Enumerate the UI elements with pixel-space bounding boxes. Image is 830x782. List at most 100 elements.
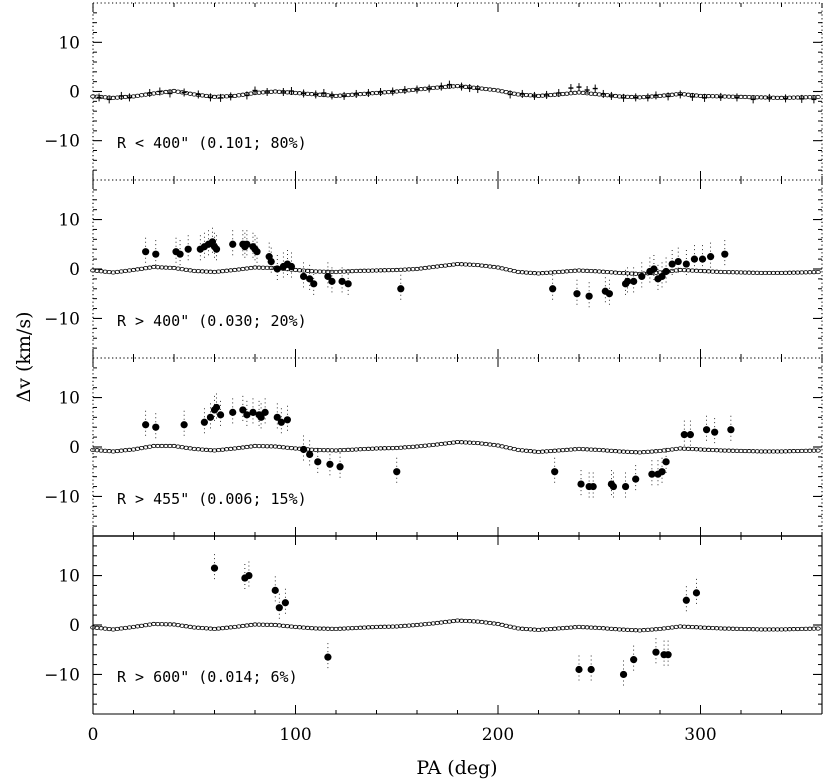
data-point [271, 586, 279, 594]
model-point [296, 625, 303, 630]
model-point [312, 447, 319, 453]
model-point [462, 262, 469, 267]
model-point [308, 626, 315, 631]
data-point [184, 245, 192, 253]
model-point [361, 625, 368, 630]
model-point [551, 270, 558, 275]
panel-annotation: R > 400" (0.030; 20%) [117, 312, 307, 330]
model-point [778, 627, 785, 632]
model-point [815, 626, 821, 631]
model-point [215, 626, 222, 631]
model-point [365, 625, 372, 630]
model-point [580, 268, 586, 273]
model-point [487, 264, 493, 269]
model-point [653, 449, 659, 454]
model-point [406, 444, 412, 450]
model-point [807, 270, 813, 275]
data-point [212, 245, 221, 253]
data-point [310, 280, 318, 288]
model-point [746, 627, 752, 632]
model-point [568, 625, 574, 630]
model-point [155, 265, 161, 270]
model-point [163, 265, 169, 270]
model-point [163, 622, 169, 627]
data-point [692, 589, 701, 597]
model-point [142, 623, 149, 628]
data-point [680, 431, 688, 439]
model-point [750, 627, 756, 632]
model-point [474, 440, 481, 446]
model-point [418, 444, 424, 449]
model-point [802, 270, 809, 275]
model-point [564, 625, 570, 630]
model-point [547, 270, 554, 275]
model-point [321, 448, 327, 453]
model-point [527, 627, 534, 632]
model-point [102, 95, 108, 100]
model-point [709, 269, 716, 274]
model-point [462, 618, 469, 624]
model-point [159, 443, 165, 449]
model-point [697, 93, 704, 99]
model-point [689, 624, 696, 630]
model-point [604, 269, 611, 275]
model-point [422, 622, 428, 627]
model-point [260, 444, 266, 449]
model-point [515, 447, 522, 453]
model-point [138, 445, 145, 451]
model-point [815, 448, 821, 453]
model-point [620, 271, 627, 276]
data-point [619, 670, 628, 679]
model-point [726, 448, 732, 453]
model-point [150, 621, 157, 627]
data-point [212, 403, 221, 412]
x-tick-label: 200 [482, 725, 514, 745]
model-point [240, 266, 246, 272]
model-point [252, 265, 258, 270]
model-point [434, 620, 441, 626]
model-point [410, 444, 416, 449]
model-point [397, 624, 404, 629]
model-point [592, 447, 598, 452]
data-point [229, 408, 237, 416]
model-point [446, 440, 453, 446]
model-point [369, 625, 376, 630]
model-point [754, 270, 760, 275]
y-tick-label: 10 [58, 211, 80, 231]
model-point [726, 94, 732, 99]
panel-1: −10 0 10 R < 400" (0.101; 80%) [44, 2, 823, 181]
model-point [685, 446, 692, 451]
model-point [661, 93, 667, 98]
model-point [519, 626, 526, 631]
model-point [110, 449, 117, 454]
data-point [152, 250, 160, 258]
model-point [150, 264, 157, 270]
model-point [608, 270, 615, 275]
model-point [102, 448, 108, 453]
model-point [458, 262, 465, 267]
model-point [487, 87, 493, 92]
model-point [782, 627, 789, 632]
model-point [466, 440, 473, 445]
data-point [585, 292, 593, 300]
model-point [645, 449, 651, 454]
model-point [568, 268, 574, 274]
model-point [770, 270, 777, 276]
model-point [535, 449, 542, 455]
model-point [649, 449, 655, 454]
model-point [580, 625, 586, 630]
model-point [758, 95, 765, 100]
data-point [698, 255, 707, 263]
y-tick-label: 0 [69, 83, 80, 103]
model-point [790, 95, 797, 100]
model-point [268, 622, 275, 628]
model-point [450, 618, 457, 624]
model-point [227, 625, 234, 630]
model-point [167, 622, 173, 627]
data-point [397, 285, 405, 293]
data-point [658, 272, 666, 281]
x-axis-label: PA (deg) [416, 757, 497, 779]
model-point [256, 444, 262, 449]
model-point [794, 95, 801, 100]
data-point [338, 277, 346, 285]
